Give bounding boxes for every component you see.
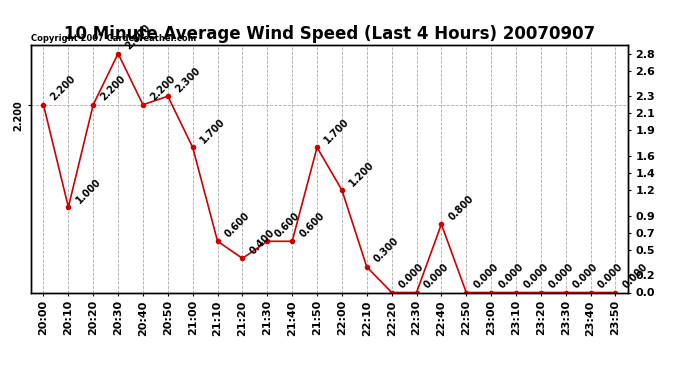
Text: 2.200: 2.200: [99, 74, 128, 103]
Text: 0.600: 0.600: [297, 210, 326, 239]
Text: 0.000: 0.000: [397, 261, 426, 290]
Text: 0.000: 0.000: [497, 261, 526, 290]
Text: 2.800: 2.800: [124, 22, 152, 51]
Text: 0.000: 0.000: [571, 261, 600, 290]
Text: 0.300: 0.300: [373, 236, 401, 265]
Text: 2.300: 2.300: [173, 65, 202, 94]
Text: 0.400: 0.400: [248, 227, 277, 256]
Text: 0.600: 0.600: [273, 210, 302, 239]
Text: 0.800: 0.800: [447, 193, 476, 222]
Text: 0.600: 0.600: [223, 210, 252, 239]
Text: 1.700: 1.700: [198, 116, 227, 145]
Text: 0.000: 0.000: [472, 261, 501, 290]
Text: Copyright 2007 CardeWeather.com: Copyright 2007 CardeWeather.com: [31, 33, 196, 42]
Title: 10 Minute Average Wind Speed (Last 4 Hours) 20070907: 10 Minute Average Wind Speed (Last 4 Hou…: [64, 26, 595, 44]
Text: 0.000: 0.000: [522, 261, 551, 290]
Text: 1.700: 1.700: [323, 116, 351, 145]
Text: 0.000: 0.000: [596, 261, 625, 290]
Text: 1.000: 1.000: [74, 176, 103, 205]
Text: 0.000: 0.000: [546, 261, 575, 290]
Text: 2.200: 2.200: [148, 74, 177, 103]
Text: 2.200: 2.200: [49, 74, 78, 103]
Text: 0.000: 0.000: [621, 261, 650, 290]
Text: 1.200: 1.200: [348, 159, 376, 188]
Text: 0.000: 0.000: [422, 261, 451, 290]
